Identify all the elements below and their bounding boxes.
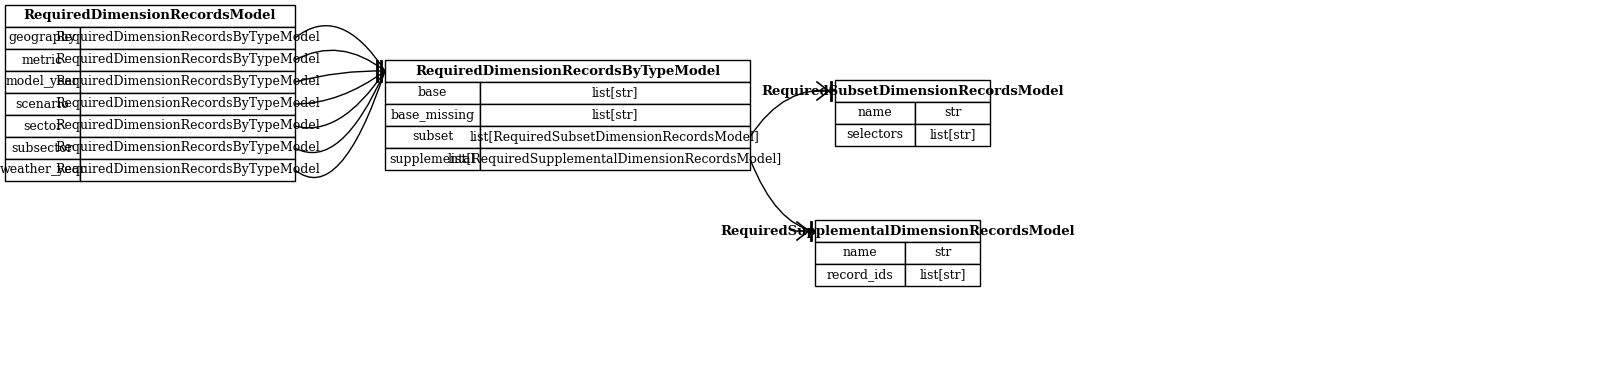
Bar	[5, 93, 80, 115]
Bar	[835, 80, 990, 102]
Text: scenario: scenario	[16, 97, 69, 110]
Text: list[str]: list[str]	[592, 109, 639, 122]
Bar	[479, 82, 750, 104]
Bar	[385, 60, 750, 82]
Text: RequiredSubsetDimensionRecordsModel: RequiredSubsetDimensionRecordsModel	[761, 85, 1064, 97]
Bar	[80, 27, 294, 49]
Text: RequiredDimensionRecordsByTypeModel: RequiredDimensionRecordsByTypeModel	[415, 65, 721, 78]
Text: supplemental: supplemental	[389, 153, 475, 166]
Bar	[385, 126, 479, 148]
Bar	[385, 104, 479, 126]
Text: RequiredDimensionRecordsModel: RequiredDimensionRecordsModel	[24, 9, 277, 22]
Bar	[80, 93, 294, 115]
Text: str: str	[933, 247, 951, 260]
Text: str: str	[944, 107, 961, 119]
Bar	[5, 71, 80, 93]
Bar	[5, 115, 80, 137]
Bar	[80, 71, 294, 93]
Bar	[80, 115, 294, 137]
Bar	[816, 242, 904, 264]
Bar	[5, 5, 294, 27]
Bar	[916, 124, 990, 146]
Bar	[5, 27, 80, 49]
Text: list[str]: list[str]	[930, 129, 975, 141]
Text: weather_year: weather_year	[0, 163, 85, 176]
Bar	[916, 102, 990, 124]
Text: RequiredSupplementalDimensionRecordsModel: RequiredSupplementalDimensionRecordsMode…	[721, 225, 1075, 238]
Bar	[816, 264, 904, 286]
Bar	[479, 148, 750, 170]
Text: selectors: selectors	[846, 129, 904, 141]
Bar	[835, 102, 916, 124]
Bar	[385, 148, 479, 170]
Bar	[479, 104, 750, 126]
Text: RequiredDimensionRecordsByTypeModel: RequiredDimensionRecordsByTypeModel	[55, 53, 320, 66]
Bar	[835, 124, 916, 146]
Text: list[str]: list[str]	[592, 87, 639, 100]
Text: subset: subset	[412, 131, 454, 144]
Bar	[385, 82, 479, 104]
Bar	[5, 137, 80, 159]
Text: name: name	[858, 107, 893, 119]
Text: list[RequiredSupplementalDimensionRecordsModel]: list[RequiredSupplementalDimensionRecord…	[447, 153, 782, 166]
Text: RequiredDimensionRecordsByTypeModel: RequiredDimensionRecordsByTypeModel	[55, 31, 320, 44]
Bar	[5, 159, 80, 181]
Text: sector: sector	[23, 119, 63, 132]
Text: RequiredDimensionRecordsByTypeModel: RequiredDimensionRecordsByTypeModel	[55, 75, 320, 88]
Bar	[80, 159, 294, 181]
Bar	[816, 220, 980, 242]
Bar	[5, 49, 80, 71]
Text: list[str]: list[str]	[919, 269, 965, 282]
Text: base_missing: base_missing	[391, 109, 475, 122]
Bar	[904, 242, 980, 264]
Text: geography: geography	[8, 31, 77, 44]
Text: RequiredDimensionRecordsByTypeModel: RequiredDimensionRecordsByTypeModel	[55, 97, 320, 110]
Text: name: name	[843, 247, 877, 260]
Text: list[RequiredSubsetDimensionRecordsModel]: list[RequiredSubsetDimensionRecordsModel…	[470, 131, 759, 144]
Bar	[80, 49, 294, 71]
Text: base: base	[418, 87, 447, 100]
Text: RequiredDimensionRecordsByTypeModel: RequiredDimensionRecordsByTypeModel	[55, 119, 320, 132]
Text: RequiredDimensionRecordsByTypeModel: RequiredDimensionRecordsByTypeModel	[55, 141, 320, 154]
Text: metric: metric	[23, 53, 63, 66]
Text: subsector: subsector	[11, 141, 74, 154]
Bar	[479, 126, 750, 148]
Bar	[904, 264, 980, 286]
Text: model_year: model_year	[6, 75, 79, 88]
Text: RequiredDimensionRecordsByTypeModel: RequiredDimensionRecordsByTypeModel	[55, 163, 320, 176]
Text: record_ids: record_ids	[827, 269, 893, 282]
Bar	[80, 137, 294, 159]
